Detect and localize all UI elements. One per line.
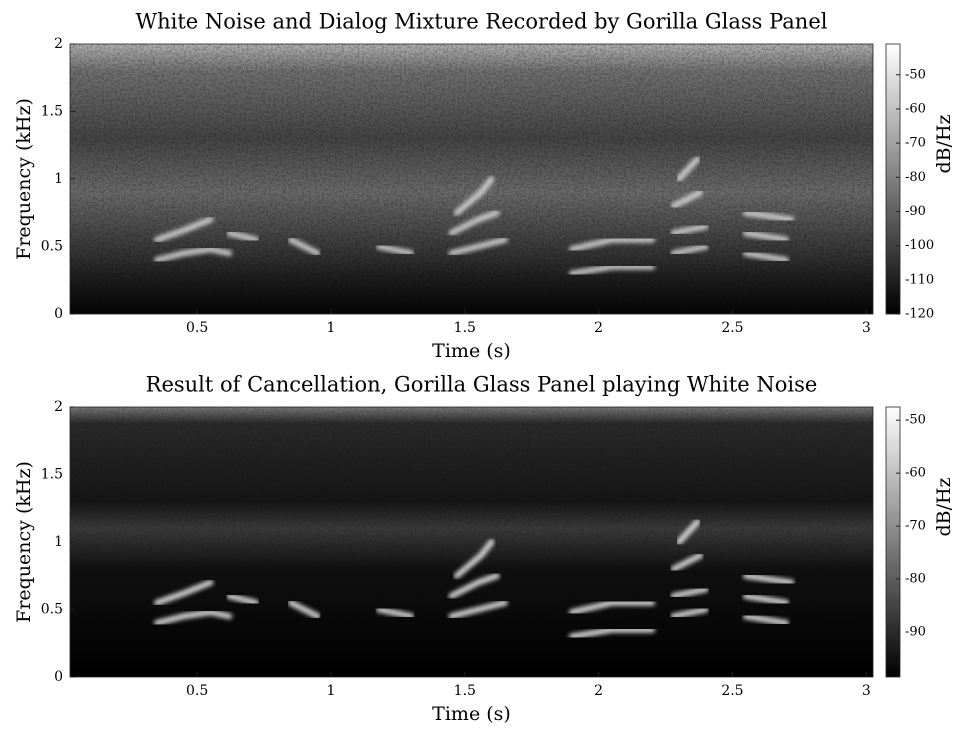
- spectrogram-panel: White Noise and Dialog Mixture Recorded …: [13, 10, 955, 363]
- y-tick-label: 0: [54, 669, 63, 685]
- x-tick-label: 3: [862, 683, 871, 699]
- spectrogram-panel: Result of Cancellation, Gorilla Glass Pa…: [13, 373, 955, 726]
- colorbar-tick-label: -100: [905, 238, 934, 253]
- figure: White Noise and Dialog Mixture Recorded …: [0, 0, 959, 729]
- spectrogram-noise: [70, 407, 873, 677]
- y-tick-label: 2: [54, 36, 63, 52]
- y-axis-label: Frequency (kHz): [13, 461, 35, 623]
- colorbar-tick-label: -120: [905, 307, 934, 322]
- colorbar-tick-label: -60: [905, 466, 926, 481]
- x-tick-label: 1: [327, 683, 336, 699]
- x-tick-label: 2: [594, 320, 603, 336]
- colorbar-tick-label: -50: [905, 67, 926, 82]
- spectrogram-noise: [70, 44, 873, 314]
- colorbar-label: dB/Hz: [933, 114, 955, 173]
- colorbar-tick-label: -60: [905, 101, 926, 116]
- x-tick-label: 1.5: [454, 683, 476, 699]
- colorbar-tick-label: -80: [905, 170, 926, 185]
- colorbar: [886, 44, 900, 314]
- colorbar-tick-label: -90: [905, 204, 926, 219]
- x-tick-label: 2.5: [721, 320, 743, 336]
- x-tick-label: 1.5: [454, 320, 476, 336]
- x-tick-label: 2: [594, 683, 603, 699]
- x-tick-label: 2.5: [721, 683, 743, 699]
- colorbar-tick-label: -50: [905, 413, 926, 428]
- y-tick-label: 0: [54, 306, 63, 322]
- chart-title: White Noise and Dialog Mixture Recorded …: [136, 10, 828, 34]
- colorbar-tick-label: -70: [905, 136, 926, 151]
- x-axis-label: Time (s): [432, 703, 511, 725]
- colorbar-tick-label: -110: [905, 272, 934, 287]
- y-tick-label: 1: [54, 534, 63, 550]
- y-tick-label: 0.5: [41, 239, 63, 255]
- chart-title: Result of Cancellation, Gorilla Glass Pa…: [146, 373, 818, 397]
- colorbar-tick-label: -80: [905, 572, 926, 587]
- x-tick-label: 1: [327, 320, 336, 336]
- y-tick-label: 1: [54, 171, 63, 187]
- colorbar: [886, 407, 900, 677]
- y-tick-label: 2: [54, 399, 63, 415]
- y-axis-label: Frequency (kHz): [13, 98, 35, 260]
- x-tick-label: 3: [862, 320, 871, 336]
- y-tick-label: 0.5: [41, 602, 63, 618]
- colorbar-label: dB/Hz: [933, 477, 955, 536]
- colorbar-tick-label: -70: [905, 519, 926, 534]
- x-tick-label: 0.5: [186, 683, 208, 699]
- x-tick-label: 0.5: [186, 320, 208, 336]
- y-tick-label: 1.5: [41, 104, 63, 120]
- y-tick-label: 1.5: [41, 467, 63, 483]
- x-axis-label: Time (s): [432, 340, 511, 362]
- colorbar-tick-label: -90: [905, 625, 926, 640]
